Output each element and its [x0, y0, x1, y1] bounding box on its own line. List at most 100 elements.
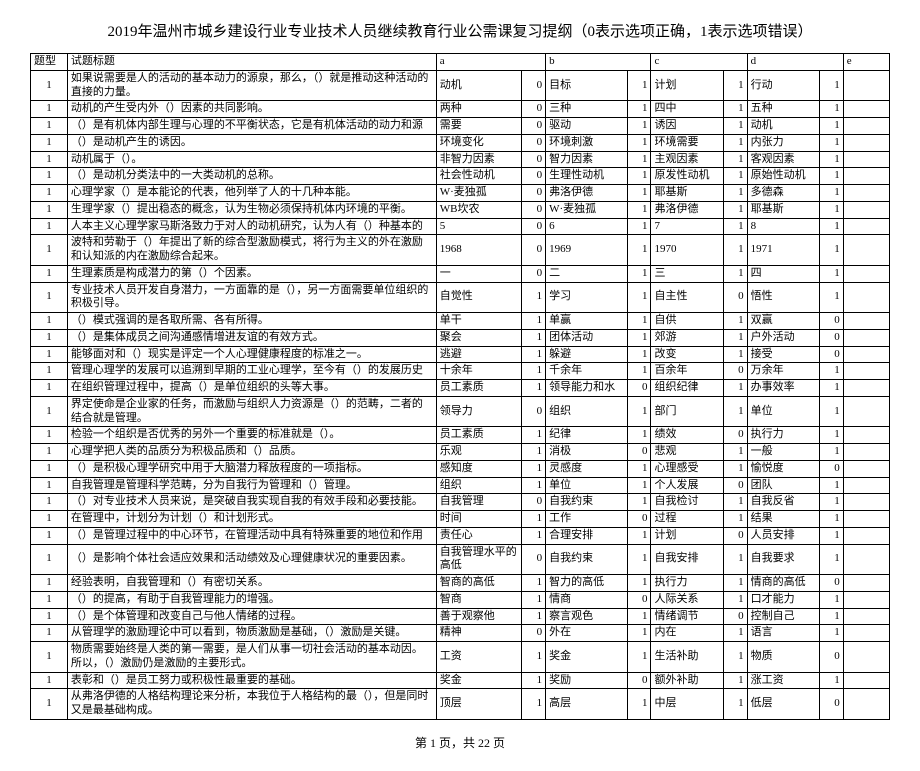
- table-row: 1（）是影响个体社会适应效果和活动绩效及心理健康状况的重要因素。自我管理水平的高…: [31, 544, 890, 575]
- cell-type: 1: [31, 346, 68, 363]
- cell-b-val: 1: [627, 625, 651, 642]
- cell-type: 1: [31, 575, 68, 592]
- cell-c-val: 1: [723, 235, 747, 266]
- table-row: 1动机的产生受内外（）因素的共同影响。两种0三种1四中1五种1: [31, 101, 890, 118]
- cell-d-val: 1: [820, 544, 844, 575]
- cell-type: 1: [31, 201, 68, 218]
- cell-a-val: 0: [522, 201, 546, 218]
- table-row: 1（）是动机分类法中的一大类动机的总称。社会性动机0生理性动机1原发性动机1原始…: [31, 168, 890, 185]
- cell-d: 接受: [747, 346, 819, 363]
- cell-d-val: 0: [820, 575, 844, 592]
- cell-a: 逃避: [436, 346, 522, 363]
- cell-type: 1: [31, 494, 68, 511]
- question-table: 题型 试题标题 a b c d e 1如果说需要是人的活动的基本动力的源泉，那么…: [30, 53, 890, 720]
- cell-d: 原始性动机: [747, 168, 819, 185]
- cell-d: 办事效率: [747, 380, 819, 397]
- cell-type: 1: [31, 689, 68, 720]
- cell-c: 诱因: [651, 118, 723, 135]
- table-row: 1生理学家（）提出稳态的概念，认为生物必须保持机体内环境的平衡。WB坎农0W·麦…: [31, 201, 890, 218]
- cell-type: 1: [31, 218, 68, 235]
- cell-a: 一: [436, 265, 522, 282]
- cell-a-val: 1: [522, 672, 546, 689]
- cell-c-val: 1: [723, 346, 747, 363]
- cell-d: 人员安排: [747, 527, 819, 544]
- cell-c-val: 1: [723, 70, 747, 101]
- cell-b: 高层: [546, 689, 628, 720]
- cell-d-val: 1: [820, 527, 844, 544]
- cell-d-val: 1: [820, 134, 844, 151]
- cell-d: 一般: [747, 444, 819, 461]
- cell-type: 1: [31, 672, 68, 689]
- table-row: 1（）是管理过程中的中心环节，在管理活动中具有特殊重要的地位和作用责任心1合理安…: [31, 527, 890, 544]
- cell-d: 双赢: [747, 313, 819, 330]
- cell-d-val: 1: [820, 608, 844, 625]
- cell-c: 人际关系: [651, 591, 723, 608]
- cell-question: 在组织管理过程中，提高（）是单位组织的头等大事。: [67, 380, 436, 397]
- cell-c-val: 1: [723, 444, 747, 461]
- cell-e: [843, 101, 889, 118]
- cell-a-val: 0: [522, 218, 546, 235]
- cell-d: 万余年: [747, 363, 819, 380]
- cell-question: 专业技术人员开发自身潜力，一方面靠的是（），另一方面需要单位组织的积极引导。: [67, 282, 436, 313]
- cell-c-val: 1: [723, 313, 747, 330]
- cell-e: [843, 689, 889, 720]
- cell-question: 心理学把人类的品质分为积极品质和（）品质。: [67, 444, 436, 461]
- cell-a-val: 1: [522, 380, 546, 397]
- cell-a: 5: [436, 218, 522, 235]
- cell-d-val: 1: [820, 218, 844, 235]
- cell-c: 额外补助: [651, 672, 723, 689]
- cell-question: （）模式强调的是各取所需、各有所得。: [67, 313, 436, 330]
- cell-b-val: 1: [627, 608, 651, 625]
- cell-question: 动机的产生受内外（）因素的共同影响。: [67, 101, 436, 118]
- cell-question: 从弗洛伊德的人格结构理论来分析，本我位于人格结构的最（），但是同时又是最基础构成…: [67, 689, 436, 720]
- cell-e: [843, 460, 889, 477]
- cell-type: 1: [31, 185, 68, 202]
- cell-a: W·麦独孤: [436, 185, 522, 202]
- cell-c: 自我安排: [651, 544, 723, 575]
- cell-e: [843, 494, 889, 511]
- cell-b-val: 1: [627, 689, 651, 720]
- table-row: 1如果说需要是人的活动的基本动力的源泉，那么，（）就是推动这种活动的直接的力量。…: [31, 70, 890, 101]
- col-a: a: [436, 54, 545, 71]
- cell-type: 1: [31, 380, 68, 397]
- cell-a-val: 0: [522, 494, 546, 511]
- cell-b-val: 0: [627, 591, 651, 608]
- cell-question: （）是积极心理学研究中用于大脑潜力释放程度的一项指标。: [67, 460, 436, 477]
- table-row: 1（）是个体管理和改变自己与他人情绪的过程。善于观察他1察言观色1情绪调节0控制…: [31, 608, 890, 625]
- cell-c-val: 1: [723, 118, 747, 135]
- cell-d: 执行力: [747, 427, 819, 444]
- cell-a: 领导力: [436, 396, 522, 427]
- cell-c-val: 1: [723, 575, 747, 592]
- cell-b: 学习: [546, 282, 628, 313]
- table-row: 1能够面对和（）现实是评定一个人心理健康程度的标准之一。逃避1躲避1改变1接受0: [31, 346, 890, 363]
- cell-d: 耶基斯: [747, 201, 819, 218]
- cell-d-val: 0: [820, 329, 844, 346]
- cell-b: 领导能力和水: [546, 380, 628, 397]
- cell-c: 情绪调节: [651, 608, 723, 625]
- cell-type: 1: [31, 527, 68, 544]
- cell-c-val: 0: [723, 477, 747, 494]
- cell-a-val: 0: [522, 118, 546, 135]
- cell-c: 郊游: [651, 329, 723, 346]
- page-footer: 第 1 页，共 22 页: [30, 734, 890, 751]
- cell-a: 顶层: [436, 689, 522, 720]
- cell-c: 组织纪律: [651, 380, 723, 397]
- cell-b-val: 1: [627, 313, 651, 330]
- cell-e: [843, 608, 889, 625]
- cell-a: 工资: [436, 642, 522, 673]
- cell-b-val: 1: [627, 265, 651, 282]
- cell-a-val: 1: [522, 329, 546, 346]
- cell-question: 表彰和（）是员工努力或积极性最重要的基础。: [67, 672, 436, 689]
- cell-e: [843, 313, 889, 330]
- cell-a: 智商的高低: [436, 575, 522, 592]
- cell-e: [843, 329, 889, 346]
- cell-b-val: 1: [627, 396, 651, 427]
- cell-a-val: 1: [522, 608, 546, 625]
- cell-c: 耶基斯: [651, 185, 723, 202]
- cell-b-val: 1: [627, 477, 651, 494]
- cell-question: 生理学家（）提出稳态的概念，认为生物必须保持机体内环境的平衡。: [67, 201, 436, 218]
- cell-e: [843, 185, 889, 202]
- cell-c: 过程: [651, 511, 723, 528]
- cell-a-val: 0: [522, 625, 546, 642]
- cell-a-val: 1: [522, 689, 546, 720]
